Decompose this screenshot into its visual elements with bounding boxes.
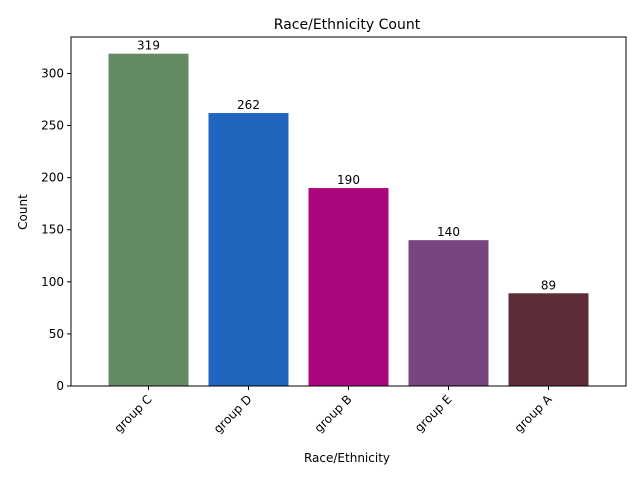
- plot-area: 319 group C 262 group D 190 group B 140 group E…: [41, 36, 627, 436]
- y-tick-label: 300: [41, 66, 64, 80]
- x-tick-label: group D: [211, 392, 255, 436]
- y-axis-label: Count: [16, 194, 30, 230]
- x-tick-label: group B: [312, 392, 355, 435]
- x-axis-label: Race/Ethnicity: [304, 451, 390, 465]
- x-tick-label: group A: [512, 392, 556, 436]
- y-tick-label: 150: [41, 223, 64, 237]
- y-tick-label: 50: [49, 327, 64, 341]
- bar-group-d: [208, 113, 289, 386]
- y-tick-label: 0: [56, 379, 64, 393]
- bar-group-c: [108, 53, 189, 387]
- bar-group-a: [508, 293, 589, 386]
- data-label: 319: [137, 39, 160, 53]
- data-label: 140: [437, 225, 460, 239]
- y-tick-label: 250: [41, 119, 64, 133]
- plot-frame: [70, 36, 627, 387]
- bar-group-e: [408, 240, 489, 386]
- chart-title: Race/Ethnicity Count: [274, 17, 421, 33]
- y-tick-label: 100: [41, 275, 64, 289]
- x-tick-label: group E: [412, 392, 455, 435]
- x-tick-label: group C: [111, 392, 154, 435]
- data-label: 262: [237, 98, 260, 112]
- bar-group-b: [308, 188, 389, 386]
- y-tick-label: 200: [41, 171, 64, 185]
- data-label: 190: [337, 173, 360, 187]
- data-label: 89: [541, 278, 556, 292]
